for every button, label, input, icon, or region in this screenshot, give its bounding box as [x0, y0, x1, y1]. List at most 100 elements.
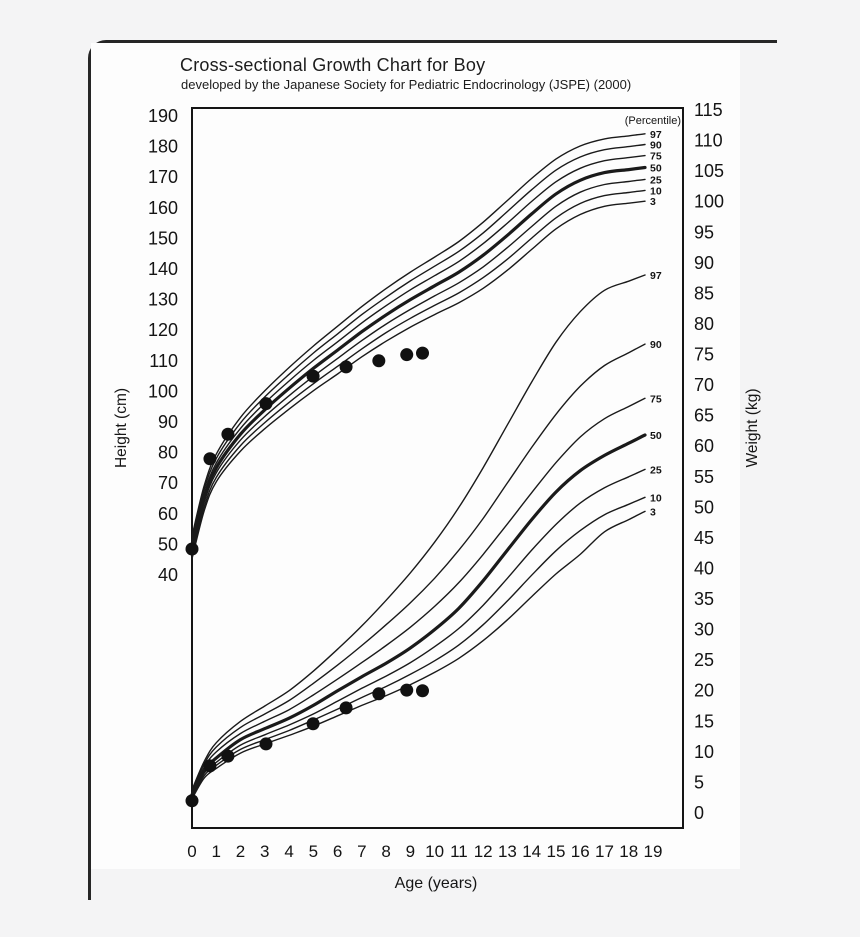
- patient-weight-point: [306, 717, 320, 731]
- age-tick-label: 13: [498, 842, 517, 861]
- weight-tick-label: 95: [694, 222, 714, 242]
- weight-tick-label: 60: [694, 436, 714, 456]
- weight-tick-label: 30: [694, 620, 714, 640]
- height-tick-label: 60: [158, 504, 178, 524]
- height-tick-label: 50: [158, 534, 178, 554]
- height-tick-label: 190: [148, 106, 178, 126]
- plot-box: [191, 107, 684, 829]
- height-percentile-90-label: 90: [650, 140, 662, 152]
- weight-percentile-3-label: 3: [650, 506, 656, 518]
- weight-tick-label: 80: [694, 314, 714, 334]
- weight-tick-label: 0: [694, 803, 704, 823]
- weight-percentile-10-label: 10: [650, 492, 662, 504]
- age-tick-label: 8: [381, 842, 390, 861]
- age-tick-label: 11: [450, 842, 468, 861]
- age-tick-label: 16: [571, 842, 590, 861]
- weight-tick-label: 5: [694, 772, 704, 792]
- weight-tick-label: 90: [694, 253, 714, 273]
- age-tick-label: 7: [357, 842, 366, 861]
- weight-percentile-97-curve: [191, 274, 646, 791]
- height-percentile-10-curve: [191, 189, 646, 556]
- height-tick-label: 120: [148, 320, 178, 340]
- patient-height-point: [372, 354, 386, 368]
- patient-height-point: [185, 542, 199, 556]
- percentile-header: (Percentile): [625, 115, 681, 127]
- weight-percentile-50-curve: [190, 433, 647, 797]
- height-percentile-10-label: 10: [650, 185, 662, 197]
- height-percentile-97-curve: [191, 133, 646, 537]
- height-tick-label: 180: [148, 137, 178, 157]
- weight-percentile-75-label: 75: [650, 393, 662, 405]
- weight-tick-label: 10: [694, 742, 714, 762]
- height-tick-label: 140: [148, 259, 178, 279]
- age-tick-label: 18: [619, 842, 638, 861]
- patient-height-point: [259, 397, 273, 411]
- weight-tick-label: 45: [694, 528, 714, 548]
- weight-tick-label: 105: [694, 161, 724, 181]
- height-percentile-75-curve: [191, 154, 646, 545]
- height-tick-label: 100: [148, 381, 178, 401]
- weight-tick-label: 55: [694, 467, 714, 487]
- weight-percentile-75-curve: [191, 397, 646, 794]
- weight-percentile-10-curve: [191, 496, 646, 799]
- patient-weight-point: [259, 737, 273, 751]
- height-tick-label: 80: [158, 443, 178, 463]
- age-tick-label: 9: [406, 842, 415, 861]
- weight-tick-label: 15: [694, 711, 714, 731]
- patient-height-point: [339, 360, 353, 374]
- patient-height-point: [203, 452, 217, 466]
- weight-tick-label: 25: [694, 650, 714, 670]
- patient-height-point: [416, 346, 429, 360]
- age-tick-label: 15: [546, 842, 565, 861]
- patient-weight-point: [203, 759, 217, 773]
- weight-percentile-25-curve: [191, 468, 646, 797]
- age-tick-label: 4: [284, 842, 293, 861]
- height-tick-label: 170: [148, 167, 178, 187]
- height-tick-label: 110: [149, 351, 178, 371]
- height-tick-label: 90: [158, 412, 178, 432]
- patient-weight-point: [339, 701, 353, 715]
- age-tick-label: 17: [595, 842, 614, 861]
- age-tick-label: 2: [236, 842, 245, 861]
- weight-percentile-90-label: 90: [650, 339, 662, 351]
- height-percentile-75-label: 75: [650, 151, 662, 163]
- scan-frame-border: [88, 40, 777, 900]
- age-tick-label: 10: [425, 842, 444, 861]
- weight-tick-label: 115: [694, 100, 723, 120]
- age-tick-label: 5: [309, 842, 318, 861]
- height-tick-label: 160: [148, 198, 178, 218]
- weight-tick-label: 110: [694, 131, 723, 151]
- height-percentile-3-curve: [191, 200, 646, 560]
- patient-height-point: [400, 348, 414, 362]
- weight-tick-label: 50: [694, 497, 714, 517]
- height-tick-label: 130: [148, 290, 178, 310]
- age-tick-label: 1: [212, 842, 221, 861]
- weight-tick-label: 20: [694, 681, 714, 701]
- patient-height-point: [221, 427, 235, 441]
- height-percentile-3-label: 3: [650, 196, 656, 208]
- age-tick-label: 19: [644, 842, 663, 861]
- chart-subtitle: developed by the Japanese Society for Pe…: [181, 77, 632, 92]
- weight-percentile-50-label: 50: [650, 430, 662, 442]
- height-percentile-25-curve: [191, 178, 646, 553]
- weight-tick-label: 100: [694, 192, 724, 212]
- height-percentile-97-label: 97: [650, 129, 662, 141]
- chart-title: Cross-sectional Growth Chart for Boy: [180, 55, 486, 75]
- weight-percentile-3-curve: [191, 510, 646, 800]
- weight-percentile-90-curve: [191, 343, 646, 793]
- height-percentile-50-curve: [190, 165, 647, 550]
- weight-percentile-97-label: 97: [650, 270, 662, 282]
- weight-tick-label: 75: [694, 345, 714, 365]
- patient-weight-point: [400, 683, 414, 697]
- weight-tick-label: 35: [694, 589, 714, 609]
- age-tick-label: 0: [187, 842, 196, 861]
- patient-weight-point: [221, 749, 235, 763]
- age-axis-title: Age (years): [394, 875, 478, 892]
- weight-tick-label: 40: [694, 558, 714, 578]
- weight-percentile-25-label: 25: [650, 464, 662, 476]
- age-tick-label: 12: [474, 842, 493, 861]
- height-tick-label: 40: [158, 565, 178, 585]
- height-percentile-50-label: 50: [650, 162, 662, 174]
- patient-weight-point: [416, 684, 429, 698]
